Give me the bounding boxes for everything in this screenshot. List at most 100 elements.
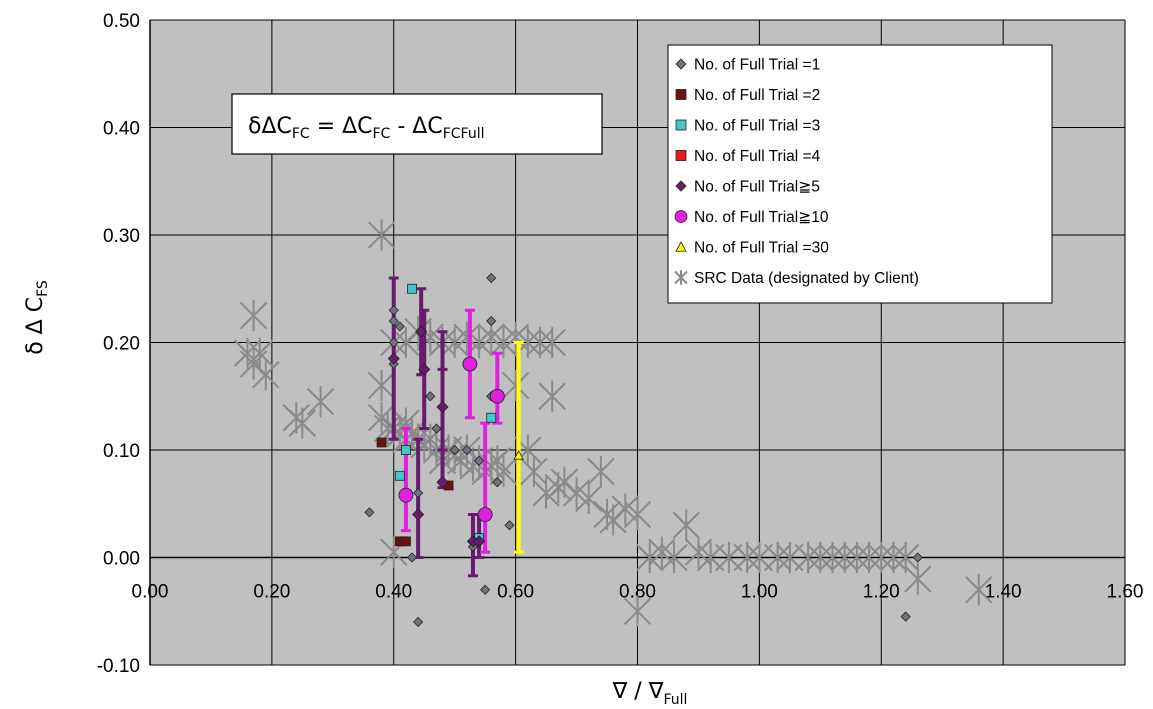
x-tick-label: 0.80 bbox=[619, 582, 656, 603]
data-point bbox=[538, 326, 566, 359]
data-point bbox=[675, 58, 687, 70]
x-axis-label-main: ∇ / ∇ bbox=[612, 679, 664, 704]
data-point bbox=[672, 509, 700, 541]
data-point bbox=[413, 487, 424, 499]
data-point bbox=[675, 150, 687, 161]
data-point bbox=[900, 611, 911, 622]
formula-annotation: δΔCFC = ΔCFC - ΔCFCFull bbox=[231, 93, 603, 155]
data-point bbox=[538, 380, 566, 412]
data-point bbox=[461, 444, 472, 456]
y-tick-label: 0.10 bbox=[103, 441, 140, 462]
legend-entry: No. of Full Trial =30 bbox=[694, 240, 829, 257]
formula-part: - ΔC bbox=[390, 114, 442, 139]
legend-entry: SRC Data (designated by Client) bbox=[694, 270, 919, 287]
data-point bbox=[575, 482, 603, 514]
data-point bbox=[660, 541, 688, 574]
legend: No. of Full Trial =1 No. of Full Trial =2… bbox=[667, 44, 1053, 304]
data-point bbox=[239, 300, 268, 332]
formula-part: = ΔC bbox=[310, 114, 373, 139]
data-point bbox=[252, 359, 280, 391]
y-tick-label: 0.50 bbox=[103, 11, 140, 32]
data-point bbox=[407, 283, 417, 294]
data-point bbox=[489, 388, 505, 404]
data-point bbox=[425, 391, 436, 402]
data-point bbox=[818, 541, 847, 574]
data-point bbox=[830, 541, 859, 574]
data-point bbox=[388, 305, 399, 316]
y-tick-label: 0.00 bbox=[103, 549, 140, 570]
formula-box bbox=[231, 93, 603, 155]
data-point bbox=[401, 536, 411, 547]
data-point bbox=[806, 541, 835, 574]
legend-entry: No. of Full Trial≧5 bbox=[694, 179, 820, 196]
data-point bbox=[480, 584, 491, 595]
tick-labels: -0.10 0.00 0.10 0.20 0.30 0.40 0.50 0.00 0.20 0.4… bbox=[97, 11, 1144, 677]
y-axis-label-sub: FS bbox=[35, 280, 51, 297]
data-point bbox=[367, 369, 396, 402]
data-point bbox=[513, 450, 524, 460]
data-point bbox=[392, 326, 420, 359]
data-point bbox=[473, 455, 485, 466]
formula-text: δΔCFC = ΔCFC - ΔCFCFull bbox=[248, 114, 485, 142]
data-point bbox=[599, 504, 627, 536]
data-point bbox=[504, 520, 515, 531]
y-tick-label: 0.30 bbox=[103, 226, 140, 247]
x-axis-label: ∇ / ∇Full bbox=[612, 679, 688, 708]
x-tick-label: 0.40 bbox=[375, 582, 412, 603]
data-point bbox=[364, 507, 375, 518]
data-point bbox=[394, 470, 405, 481]
data-point bbox=[388, 315, 399, 327]
data-point bbox=[472, 535, 486, 548]
data-point bbox=[477, 507, 493, 522]
data-point bbox=[492, 477, 503, 488]
legend-entry: No. of Full Trial =1 bbox=[694, 57, 820, 74]
data-point bbox=[675, 119, 687, 131]
x-tick-label: 1.20 bbox=[863, 582, 900, 603]
data-point bbox=[431, 423, 442, 434]
legend-entry: No. of Full Trial =4 bbox=[694, 148, 821, 165]
data-point bbox=[486, 315, 497, 327]
x-tick-label: 1.00 bbox=[741, 582, 778, 603]
data-point bbox=[912, 552, 923, 563]
data-point bbox=[623, 498, 652, 531]
data-point bbox=[965, 574, 993, 606]
x-tick-label: 0.20 bbox=[253, 582, 290, 603]
data-point bbox=[675, 180, 687, 192]
trial-markers bbox=[364, 272, 923, 628]
data-point bbox=[462, 356, 478, 372]
data-point bbox=[526, 326, 554, 359]
y-axis-label: δ Δ CFS bbox=[23, 280, 51, 355]
data-point bbox=[486, 412, 497, 423]
data-point bbox=[550, 466, 579, 498]
data-point bbox=[675, 241, 687, 252]
y-tick-label: 0.40 bbox=[103, 119, 140, 140]
formula-part: FC bbox=[292, 126, 310, 142]
data-point bbox=[387, 352, 400, 365]
data-point bbox=[449, 444, 460, 456]
data-point bbox=[733, 541, 761, 574]
x-tick-label: 1.40 bbox=[985, 582, 1022, 603]
x-tick-label: 0.60 bbox=[497, 582, 534, 603]
data-point bbox=[867, 541, 895, 574]
y-tick-label: 0.20 bbox=[103, 334, 140, 355]
formula-part: FCFull bbox=[443, 126, 485, 142]
data-point bbox=[904, 563, 932, 595]
data-point bbox=[376, 437, 387, 448]
data-point bbox=[674, 210, 688, 223]
x-tick-label: 0.00 bbox=[132, 582, 169, 603]
data-point bbox=[674, 270, 688, 285]
x-tick-label: 1.60 bbox=[1107, 582, 1144, 603]
y-tick-label: -0.10 bbox=[97, 656, 140, 677]
data-point bbox=[401, 445, 411, 455]
data-point bbox=[763, 541, 792, 574]
data-point bbox=[388, 337, 399, 348]
legend-entry: No. of Full Trial =2 bbox=[694, 87, 820, 104]
data-point bbox=[306, 386, 335, 418]
data-point bbox=[415, 325, 428, 338]
data-point bbox=[855, 541, 883, 574]
legend-entry: No. of Full Trial =3 bbox=[694, 118, 820, 135]
y-axis-label-main: δ Δ C bbox=[23, 297, 48, 355]
data-point bbox=[486, 272, 497, 284]
x-axis-label-sub: Full bbox=[663, 692, 687, 708]
